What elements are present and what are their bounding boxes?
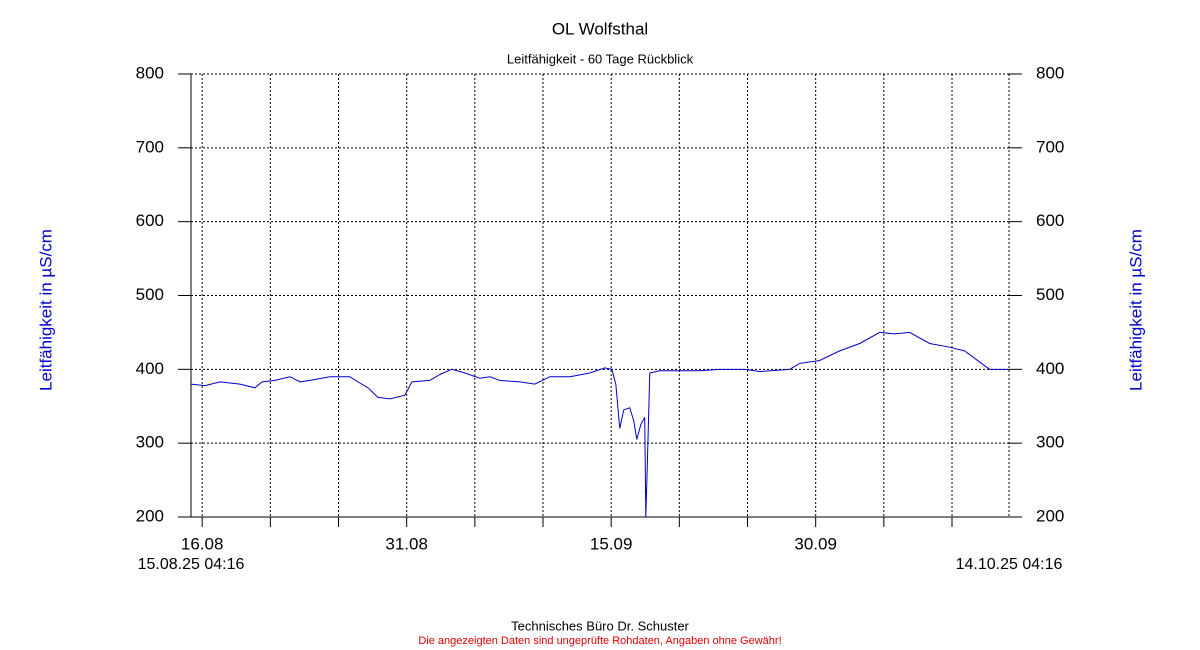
y-tick-label-right: 700	[1036, 137, 1064, 156]
footer: Technisches Büro Dr. Schuster	[511, 618, 689, 633]
y-axis-title: Leitfähigkeit in µS/cm	[36, 229, 55, 391]
y-tick-label-right: 800	[1036, 63, 1064, 82]
x-tick-label: 31.08	[385, 534, 428, 553]
y-axis-title-right: Leitfähigkeit in µS/cm	[1126, 229, 1145, 391]
x-tick-label: 30.09	[794, 534, 837, 553]
chart-title: OL Wolfsthal	[552, 19, 648, 38]
y-tick-label-right: 400	[1036, 359, 1064, 378]
x-tick-label: 16.08	[181, 534, 224, 553]
start-label: 15.08.25 04:16	[138, 556, 245, 573]
chart-subtitle: Leitfähigkeit - 60 Tage Rückblick	[507, 51, 694, 66]
y-tick-label-right: 200	[1036, 506, 1064, 525]
y-tick-label: 700	[136, 137, 164, 156]
y-tick-label-right: 600	[1036, 211, 1064, 230]
y-tick-label: 400	[136, 359, 164, 378]
data-line	[190, 331, 1008, 518]
y-tick-label: 800	[136, 63, 164, 82]
x-tick-label: 15.09	[590, 534, 633, 553]
y-tick-label-right: 300	[1036, 433, 1064, 452]
y-tick-label: 600	[136, 211, 164, 230]
y-tick-label: 500	[136, 285, 164, 304]
end-label: 14.10.25 04:16	[956, 556, 1063, 573]
y-tick-label: 200	[136, 506, 164, 525]
y-tick-label: 300	[136, 433, 164, 452]
y-tick-label-right: 500	[1036, 285, 1064, 304]
disclaimer: Die angezeigten Daten sind ungeprüfte Ro…	[418, 635, 781, 647]
